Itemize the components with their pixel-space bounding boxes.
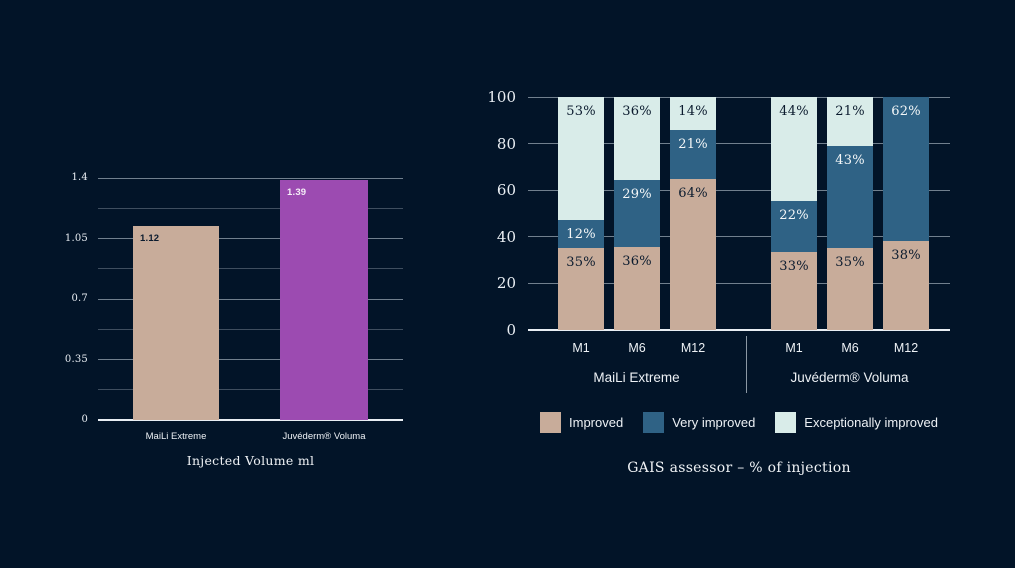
y-tick-label: 40: [496, 227, 516, 246]
gridline: [98, 298, 403, 300]
x-category-label: M6: [841, 341, 859, 355]
legend-swatch: [775, 412, 797, 433]
y-tick-label: 0: [81, 414, 88, 425]
legend-swatch: [540, 412, 561, 433]
y-tick-label: 1.4: [71, 172, 88, 183]
gridline: [528, 189, 950, 191]
segment-value-label: 33%: [779, 259, 809, 275]
gridline: [98, 177, 403, 179]
x-category-label: M1: [572, 341, 590, 355]
gridline: [528, 96, 950, 98]
gridline: [98, 238, 403, 239]
bar-segment-improved: [827, 247, 873, 330]
segment-value-label: 12%: [566, 227, 596, 243]
gridline: [528, 143, 950, 145]
segment-value-label: 62%: [891, 104, 921, 119]
bar-segment-very-improved: [883, 97, 929, 242]
y-tick-label: 1.05: [64, 232, 88, 244]
segment-value-label: 35%: [835, 254, 865, 270]
gais-title: GAIS assessor – % of injection: [627, 460, 851, 476]
bar-segment-improved: [883, 241, 929, 330]
bar-juv-derm-voluma: [280, 179, 368, 420]
gridline: [98, 328, 403, 330]
segment-value-label: 22%: [779, 207, 809, 223]
segment-value-label: 44%: [779, 104, 809, 119]
bar-segment-exceptionally-improved: [670, 97, 716, 130]
gridline: [98, 207, 403, 209]
bar-segment-very-improved: [614, 180, 660, 247]
legend-swatch: [643, 412, 665, 433]
y-tick-label: 0: [506, 321, 516, 339]
gridline: [98, 268, 403, 270]
y-tick-label: 0.35: [64, 353, 88, 365]
segment-value-label: 36%: [622, 104, 652, 119]
y-tick-label: 60: [496, 181, 516, 200]
segment-value-label: 29%: [622, 187, 652, 203]
legend-item-improved: Improved: [540, 412, 623, 433]
bar-segment-improved: [670, 179, 716, 330]
segment-value-label: 14%: [678, 104, 708, 119]
segment-value-label: 64%: [678, 186, 708, 202]
bar-segment-exceptionally-improved: [771, 97, 817, 201]
gridline: [98, 359, 403, 360]
group-label-maili-extreme: MaiLi Extreme: [593, 370, 680, 385]
x-category-label: Juvéderm® Voluma: [282, 431, 366, 442]
legend-label: Very improved: [672, 414, 756, 430]
group-divider-line: [746, 336, 747, 393]
segment-value-label: 21%: [678, 136, 708, 152]
segment-value-label: 36%: [622, 253, 652, 269]
bar-segment-very-improved: [670, 129, 716, 180]
bar-segment-improved: [558, 248, 604, 330]
gais-legend: Improved Very improved Exceptionally impro…: [528, 412, 950, 433]
legend-item-exceptionally-improved: Exceptionally improved: [775, 412, 938, 433]
bar-value-label: 1.39: [287, 186, 307, 198]
x-category-label: M12: [893, 341, 919, 355]
bar-segment-very-improved: [827, 146, 873, 248]
legend-label: Improved: [569, 414, 624, 430]
y-tick-label: 100: [487, 88, 516, 106]
bar-segment-exceptionally-improved: [827, 97, 873, 147]
gridline: [528, 282, 950, 284]
x-axis-line: [528, 329, 950, 331]
y-tick-label: 80: [496, 134, 516, 153]
x-axis-line: [98, 419, 403, 421]
y-tick-label: 20: [496, 274, 516, 293]
y-tick-label: 0.7: [71, 293, 88, 304]
bar-segment-very-improved: [771, 200, 817, 253]
segment-value-label: 38%: [891, 248, 921, 264]
x-category-label: M12: [680, 341, 706, 355]
group-label-juv-derm-voluma: Juvéderm® Voluma: [790, 370, 909, 385]
segment-value-label: 43%: [835, 153, 865, 169]
segment-value-label: 35%: [566, 255, 596, 271]
x-category-label: M1: [785, 341, 803, 355]
bar-value-label: 1.12: [140, 233, 160, 245]
bar-maili-extreme: [133, 226, 219, 420]
legend-label: Exceptionally improved: [804, 414, 938, 430]
bar-segment-exceptionally-improved: [614, 97, 660, 181]
bar-segment-exceptionally-improved: [558, 97, 604, 221]
gridline: [98, 389, 403, 391]
segment-value-label: 53%: [566, 104, 596, 119]
gridline: [528, 236, 950, 238]
bar-segment-improved: [771, 252, 817, 330]
bar-segment-very-improved: [558, 220, 604, 249]
x-category-label: MaiLi Extreme: [145, 431, 207, 442]
x-category-label: M6: [628, 341, 646, 355]
segment-value-label: 21%: [835, 104, 865, 119]
injected-volume-title: Injected Volume ml: [186, 453, 315, 468]
bar-segment-improved: [614, 246, 660, 330]
legend-item-very-improved: Very improved: [643, 412, 755, 433]
